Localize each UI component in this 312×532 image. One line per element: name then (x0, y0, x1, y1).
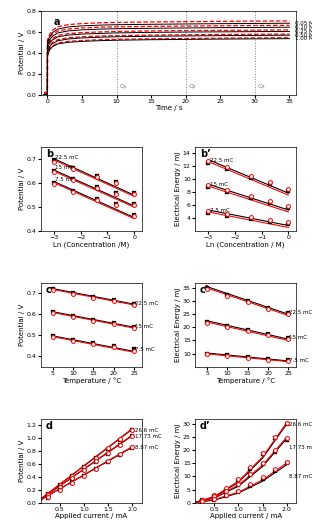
X-axis label: Applied current / mA: Applied current / mA (210, 513, 282, 519)
Y-axis label: Potential / V: Potential / V (19, 439, 25, 482)
Text: d’: d’ (200, 421, 211, 431)
Text: d: d (46, 421, 53, 431)
X-axis label: Time / s: Time / s (155, 105, 182, 111)
Y-axis label: Potential / V: Potential / V (19, 168, 25, 210)
Text: 22.5 mC: 22.5 mC (210, 158, 233, 163)
Text: b: b (46, 149, 53, 159)
Text: 15 mC: 15 mC (290, 335, 308, 340)
X-axis label: Temperature / °C: Temperature / °C (216, 377, 275, 384)
Text: 22.5 mC: 22.5 mC (55, 155, 79, 160)
Text: 26.6 mC: 26.6 mC (289, 421, 312, 427)
Text: 7.5 mC: 7.5 mC (210, 207, 229, 213)
Text: c: c (46, 285, 51, 295)
X-axis label: Ln (Concentration /M): Ln (Concentration /M) (53, 241, 129, 248)
Text: 8.87 mC: 8.87 mC (135, 445, 158, 450)
Text: a: a (53, 16, 60, 27)
Text: 17.73 mC: 17.73 mC (135, 434, 162, 439)
Text: 0.05 M: 0.05 M (295, 21, 312, 26)
Text: Q₃: Q₃ (258, 84, 265, 88)
X-axis label: Applied current / mA: Applied current / mA (55, 513, 127, 519)
Text: 15 mC: 15 mC (210, 182, 227, 187)
Text: c’: c’ (200, 285, 209, 295)
Text: b’: b’ (200, 149, 211, 159)
Y-axis label: Electrical Energy / mJ: Electrical Energy / mJ (175, 152, 182, 226)
Y-axis label: Potential / V: Potential / V (19, 31, 25, 74)
Text: 15 mC: 15 mC (55, 165, 73, 170)
Text: Q₂: Q₂ (188, 84, 196, 88)
Text: 26.6 mC: 26.6 mC (135, 428, 158, 433)
Text: 0.25 M: 0.25 M (295, 29, 312, 34)
Y-axis label: Electrical Energy / mJ: Electrical Energy / mJ (175, 287, 182, 362)
Text: 7.5 mC: 7.5 mC (55, 177, 75, 182)
Text: 7.5 mC: 7.5 mC (135, 347, 155, 352)
Text: 7.5 mC: 7.5 mC (290, 358, 309, 363)
Y-axis label: Potential / V: Potential / V (19, 304, 25, 346)
Text: 15 mC: 15 mC (135, 324, 153, 329)
Text: 1.00 M: 1.00 M (295, 36, 312, 41)
Text: 17.73 mC: 17.73 mC (289, 445, 312, 450)
Text: 0.10 M: 0.10 M (295, 24, 312, 30)
X-axis label: Temperature / °C: Temperature / °C (62, 377, 121, 384)
Text: Q₁: Q₁ (119, 84, 127, 88)
Y-axis label: Electrical Energy / mJ: Electrical Energy / mJ (175, 423, 182, 498)
Text: 8.87 mC: 8.87 mC (289, 474, 312, 479)
Text: 22.5 mC: 22.5 mC (135, 301, 158, 306)
Text: 22.5 mC: 22.5 mC (290, 310, 312, 315)
Text: 0.50 M: 0.50 M (295, 32, 312, 38)
X-axis label: Ln (Concentration / M): Ln (Concentration / M) (207, 241, 285, 248)
